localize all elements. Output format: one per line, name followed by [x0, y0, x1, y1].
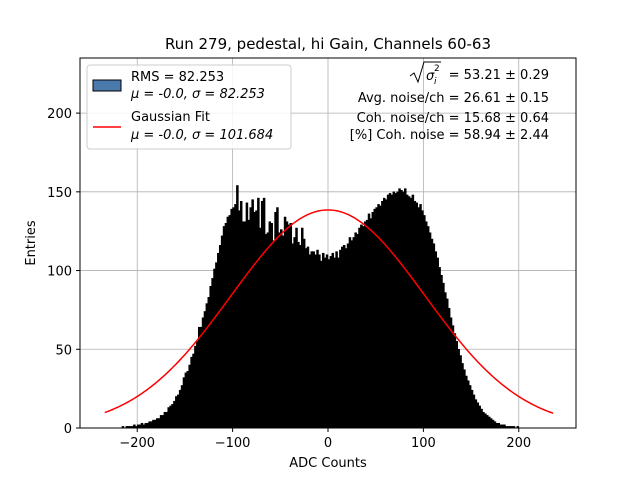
- x-tick-label: −100: [215, 436, 251, 451]
- x-tick-label: 200: [506, 436, 531, 451]
- annotation-coh-noise: Coh. noise/ch = 15.68 ± 0.64: [357, 111, 549, 126]
- y-tick-label: 0: [64, 422, 72, 437]
- x-tick-label: 100: [411, 436, 436, 451]
- sigma-subscript: i: [434, 77, 437, 87]
- sqrt-radical-sign: [409, 61, 441, 84]
- x-tick-label: −200: [119, 436, 155, 451]
- x-tick-label: 0: [324, 436, 332, 451]
- y-axis-ticks: 0 50 100 150 200: [47, 107, 80, 437]
- legend-fit-stats: μ = -0.0, σ = 101.684: [130, 128, 273, 143]
- x-axis-label: ADC Counts: [289, 456, 367, 471]
- legend-histogram-name: RMS = 82.253: [131, 70, 224, 85]
- gaussian-fit-curve: [104, 209, 554, 414]
- y-tick-label: 150: [47, 186, 72, 201]
- y-tick-label: 200: [47, 107, 72, 122]
- legend-frame: [86, 64, 292, 150]
- sigma-superscript: 2: [434, 64, 440, 74]
- noise-annotations: σ i 2 = 53.21 ± 0.29 Avg. noise/ch = 26.…: [350, 61, 549, 143]
- y-tick-label: 50: [55, 343, 72, 358]
- y-tick-label: 100: [47, 265, 72, 280]
- x-axis-ticks: −200 −100 0 100 200: [119, 428, 531, 451]
- legend-fit-name: Gaussian Fit: [131, 110, 210, 125]
- y-axis-label: Entries: [24, 220, 39, 266]
- legend-histogram-stats: μ = -0.0, σ = 82.253: [130, 87, 265, 102]
- annotation-total-noise: = 53.21 ± 0.29: [449, 68, 549, 83]
- sigma-symbol: σ: [426, 69, 435, 84]
- annotation-coh-noise-percent: [%] Coh. noise = 58.94 ± 2.44: [350, 128, 549, 143]
- legend-histogram-patch: [92, 79, 122, 92]
- sqrt-sigma-squared-formula: σ i 2: [409, 61, 441, 87]
- chart-title: Run 279, pedestal, hi Gain, Channels 60-…: [165, 35, 491, 53]
- annotation-avg-noise: Avg. noise/ch = 26.61 ± 0.15: [358, 91, 549, 106]
- legend: RMS = 82.253 μ = -0.0, σ = 82.253 Gaussi…: [86, 64, 292, 150]
